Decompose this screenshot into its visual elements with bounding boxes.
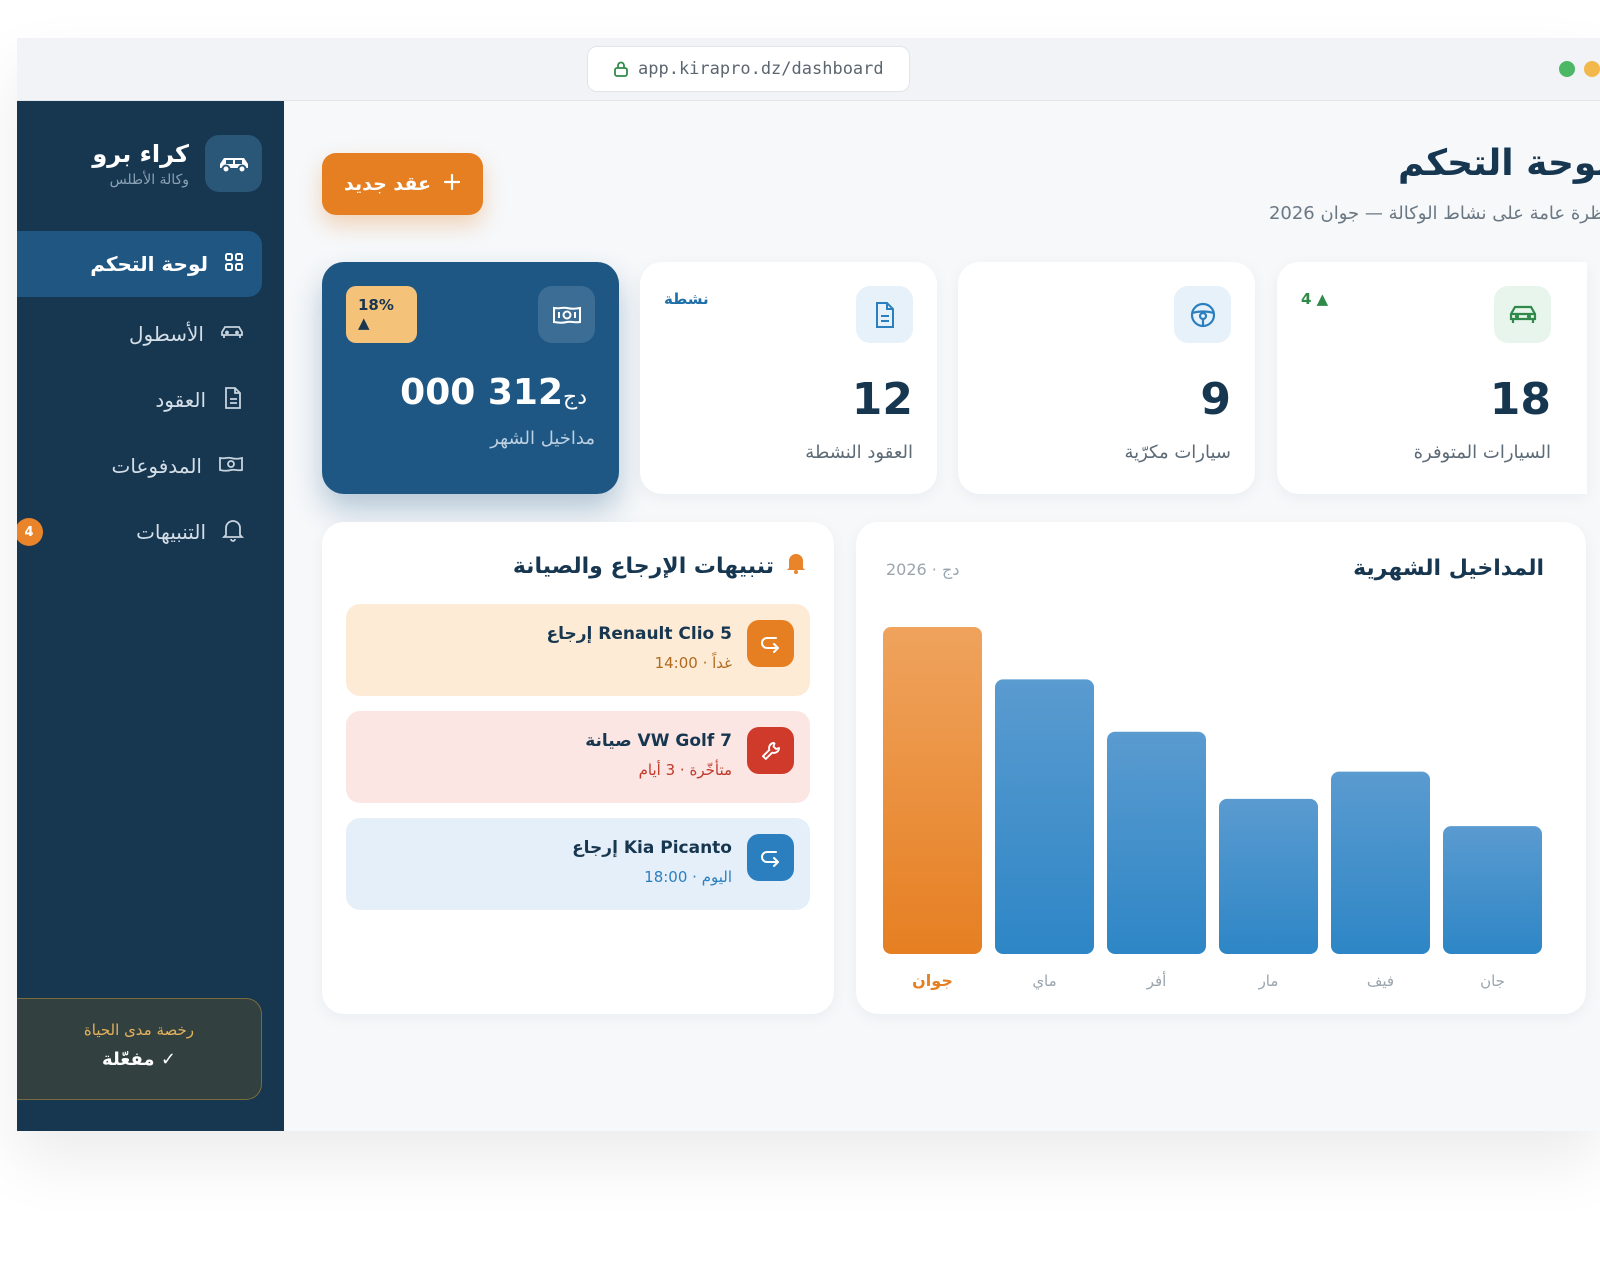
revenue-value: دج312 000 [400, 372, 587, 413]
alert-title: إرجاع Renault Clio 5 [546, 624, 732, 644]
revenue-bar-chart: جان فيف مار أفر ماي جوان [883, 627, 1542, 991]
chart-bar[interactable] [1443, 826, 1542, 954]
car-icon [220, 322, 244, 347]
chart-x-label: جان [1480, 972, 1505, 990]
app-window: app.kirapro.dz/dashboard كراء برو وكالة … [17, 38, 1600, 1131]
brand-name: كراء برو [92, 139, 189, 168]
chart-x-label: جوان [912, 971, 953, 990]
sidebar: كراء برو وكالة الأطلس لوحة التحكم الأسطو… [17, 101, 284, 1131]
sidebar-item-payments[interactable]: المدفوعات [17, 433, 284, 499]
revenue-chart-panel: المداخيل الشهرية 2026 · دج جان فيف مار أفر م… [856, 522, 1586, 1014]
sidebar-item-label: لوحة التحكم [90, 252, 208, 276]
sidebar-item-label: التنبيهات [136, 520, 206, 544]
sidebar-item-label: الأسطول [129, 322, 204, 346]
active-contracts-label: العقود النشطة [805, 442, 913, 463]
alert-time: متأخّرة · 3 أيام [638, 761, 732, 779]
sidebar-item-label: العقود [155, 388, 206, 412]
license-status: مفعّلة ✓ [102, 1049, 176, 1070]
currency-label: دج [563, 385, 587, 410]
bell-icon [786, 552, 806, 580]
steering-wheel-icon [1174, 286, 1231, 343]
sidebar-item-dashboard[interactable]: لوحة التحكم [17, 231, 262, 297]
chart-title: المداخيل الشهرية [1353, 556, 1544, 581]
page-subtitle: نظرة عامة على نشاط الوكالة — جوان 2026 [1268, 203, 1600, 224]
revenue-label: مداخيل الشهر [490, 428, 595, 449]
alerts-count-badge: 4 [17, 518, 43, 546]
rented-cars-value: 9 [1200, 374, 1231, 425]
sidebar-item-fleet[interactable]: الأسطول [17, 301, 284, 367]
alert-time: اليوم · 18:00 [644, 868, 732, 886]
page-title: لوحة التحكم [1397, 143, 1600, 184]
window-dot-green[interactable] [1559, 61, 1575, 77]
chart-x-label: مار [1258, 972, 1279, 990]
chart-x-label: أفر [1146, 971, 1167, 990]
grid-icon [224, 252, 244, 277]
license-box: رخصة مدى الحياة مفعّلة ✓ [17, 998, 262, 1100]
sidebar-item-contracts[interactable]: العقود [17, 367, 284, 433]
alerts-panel: تنبيهات الإرجاع والصيانة إرجاع Renault C… [322, 522, 834, 1014]
alert-title: إرجاع Kia Picanto [572, 838, 732, 858]
alert-item[interactable]: إرجاع Kia Picanto اليوم · 18:00 [346, 818, 810, 910]
main-content: لوحة التحكم نظرة عامة على نشاط الوكالة —… [284, 101, 1600, 1131]
browser-bar: app.kirapro.dz/dashboard [17, 38, 1600, 101]
active-contracts-value: 12 [851, 374, 913, 425]
return-icon [747, 620, 794, 667]
url-text: app.kirapro.dz/dashboard [638, 59, 884, 79]
available-cars-value: 18 [1489, 374, 1551, 425]
brand: كراء برو وكالة الأطلس [92, 135, 262, 192]
new-contract-label: عقد جديد [343, 173, 432, 195]
stat-card-rented-cars[interactable]: 9 سيارات مكرّية [958, 262, 1255, 494]
window-controls [1559, 61, 1600, 77]
chart-bar[interactable] [995, 679, 1094, 954]
document-icon [856, 286, 913, 343]
wrench-icon [747, 727, 794, 774]
brand-subtitle: وكالة الأطلس [109, 171, 189, 188]
car-icon [205, 135, 262, 192]
available-cars-label: السيارات المتوفرة [1413, 442, 1551, 463]
chart-bar[interactable] [1331, 771, 1430, 954]
alert-title: صيانة VW Golf 7 [585, 731, 732, 751]
sidebar-nav: لوحة التحكم الأسطول العقود المدفوعات 4 ا… [17, 231, 284, 565]
stat-card-available-cars[interactable]: 4 ▲ 18 السيارات المتوفرة [1277, 262, 1587, 494]
license-label: رخصة مدى الحياة [83, 1021, 195, 1039]
growth-badge: 18% ▲ [346, 286, 417, 343]
alert-time: غداً · 14:00 [654, 654, 732, 672]
chart-x-label: فيف [1367, 972, 1394, 990]
lock-icon [614, 61, 628, 77]
chart-bar[interactable] [1219, 798, 1318, 954]
plus-icon [443, 173, 461, 196]
stat-card-active-contracts[interactable]: نشطة 12 العقود النشطة [640, 262, 937, 494]
sidebar-item-label: المدفوعات [111, 454, 202, 478]
window-dot-yellow[interactable] [1584, 61, 1600, 77]
bell-icon [221, 518, 245, 547]
return-icon [747, 834, 794, 881]
address-bar[interactable]: app.kirapro.dz/dashboard [587, 46, 910, 92]
chart-x-label: ماي [1032, 972, 1056, 991]
chart-meta: 2026 · دج [886, 560, 960, 579]
money-icon [218, 454, 244, 479]
alert-item[interactable]: صيانة VW Golf 7 متأخّرة · 3 أيام [346, 711, 810, 803]
chart-bar[interactable] [883, 627, 982, 954]
available-trend: 4 ▲ [1301, 290, 1329, 308]
car-icon [1494, 286, 1551, 343]
money-icon [538, 286, 595, 343]
chart-bar[interactable] [1107, 731, 1206, 954]
document-icon [222, 386, 244, 415]
alert-item[interactable]: إرجاع Renault Clio 5 غداً · 14:00 [346, 604, 810, 696]
rented-cars-label: سيارات مكرّية [1124, 442, 1231, 463]
stat-card-revenue[interactable]: 18% ▲ دج312 000 مداخيل الشهر [322, 262, 619, 494]
new-contract-button[interactable]: عقد جديد [322, 153, 483, 215]
sidebar-item-alerts[interactable]: 4 التنبيهات [17, 499, 284, 565]
active-tag: نشطة [664, 290, 709, 308]
alerts-title: تنبيهات الإرجاع والصيانة [513, 552, 806, 580]
